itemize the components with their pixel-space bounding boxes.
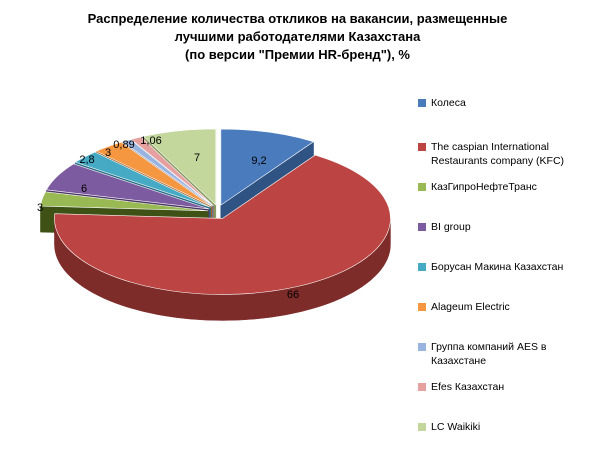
chart-title: Распределение количества откликов на вак… [0,10,595,64]
legend-swatch [418,183,426,191]
legend-label: The caspian International Restaurants co… [431,141,565,167]
legend-swatch [418,263,426,271]
legend-swatch [418,423,426,431]
data-label-4: 6 [81,183,87,195]
legend-item-2: The caspian International Restaurants co… [418,140,593,168]
legend-item-5: Борусан Макина Казахстан [418,260,593,274]
data-label-1: 9,2 [251,155,266,167]
legend-swatch [418,143,426,151]
pie-slice-9 [142,128,217,206]
data-label-8: 1,06 [140,135,161,147]
legend-item-3: КазГипроНефтеТранс [418,180,593,194]
legend-item-1: Колеса [418,96,593,110]
legend-swatch [418,343,426,351]
data-label-6: 3 [105,147,111,159]
pie-slice-2 [54,154,391,295]
data-label-5: 2,8 [79,154,94,166]
legend-swatch [418,223,426,231]
legend-item-8: Efes Казахстан [418,380,593,394]
data-label-3: 3 [37,202,43,214]
legend-swatch [418,99,426,107]
data-label-7: 0,89 [113,139,134,151]
legend-label: Alageum Electric [431,301,510,313]
chart-title-line-3: (по версии "Премии HR-бренд"), % [185,47,410,62]
legend-label: Группа компаний AES в Казахстане [431,341,547,367]
legend-label: LC Waikiki [431,421,481,433]
pie-slice-5 [74,151,211,208]
legend-item-9: LC Waikiki [418,420,593,434]
data-label-2: 66 [287,289,299,301]
legend-swatch [418,383,426,391]
legend-label: Колеса [431,97,466,109]
pie-slice-7 [121,139,214,207]
legend-item-7: Группа компаний AES в Казахстане [418,340,593,368]
chart-title-line-2: лучшими работодателями Казахстана [174,29,421,44]
legend-label: КазГипроНефтеТранс [431,181,537,193]
legend-swatch [418,303,426,311]
pie-slice-8 [130,136,214,206]
data-label-9: 7 [194,152,200,164]
pie-slice-1 [220,128,315,206]
legend-item-4: BI group [418,220,593,234]
legend-label: Efes Казахстан [431,381,505,393]
legend-label: BI group [431,221,471,233]
chart-title-line-1: Распределение количества откликов на вак… [87,11,508,26]
legend-item-6: Alageum Electric [418,300,593,314]
pie-slice-4 [45,163,210,210]
pie-tops [40,128,391,295]
pie-slice-3 [40,191,209,212]
pie-slice-6 [95,141,213,207]
legend-label: Борусан Макина Казахстан [431,261,564,273]
